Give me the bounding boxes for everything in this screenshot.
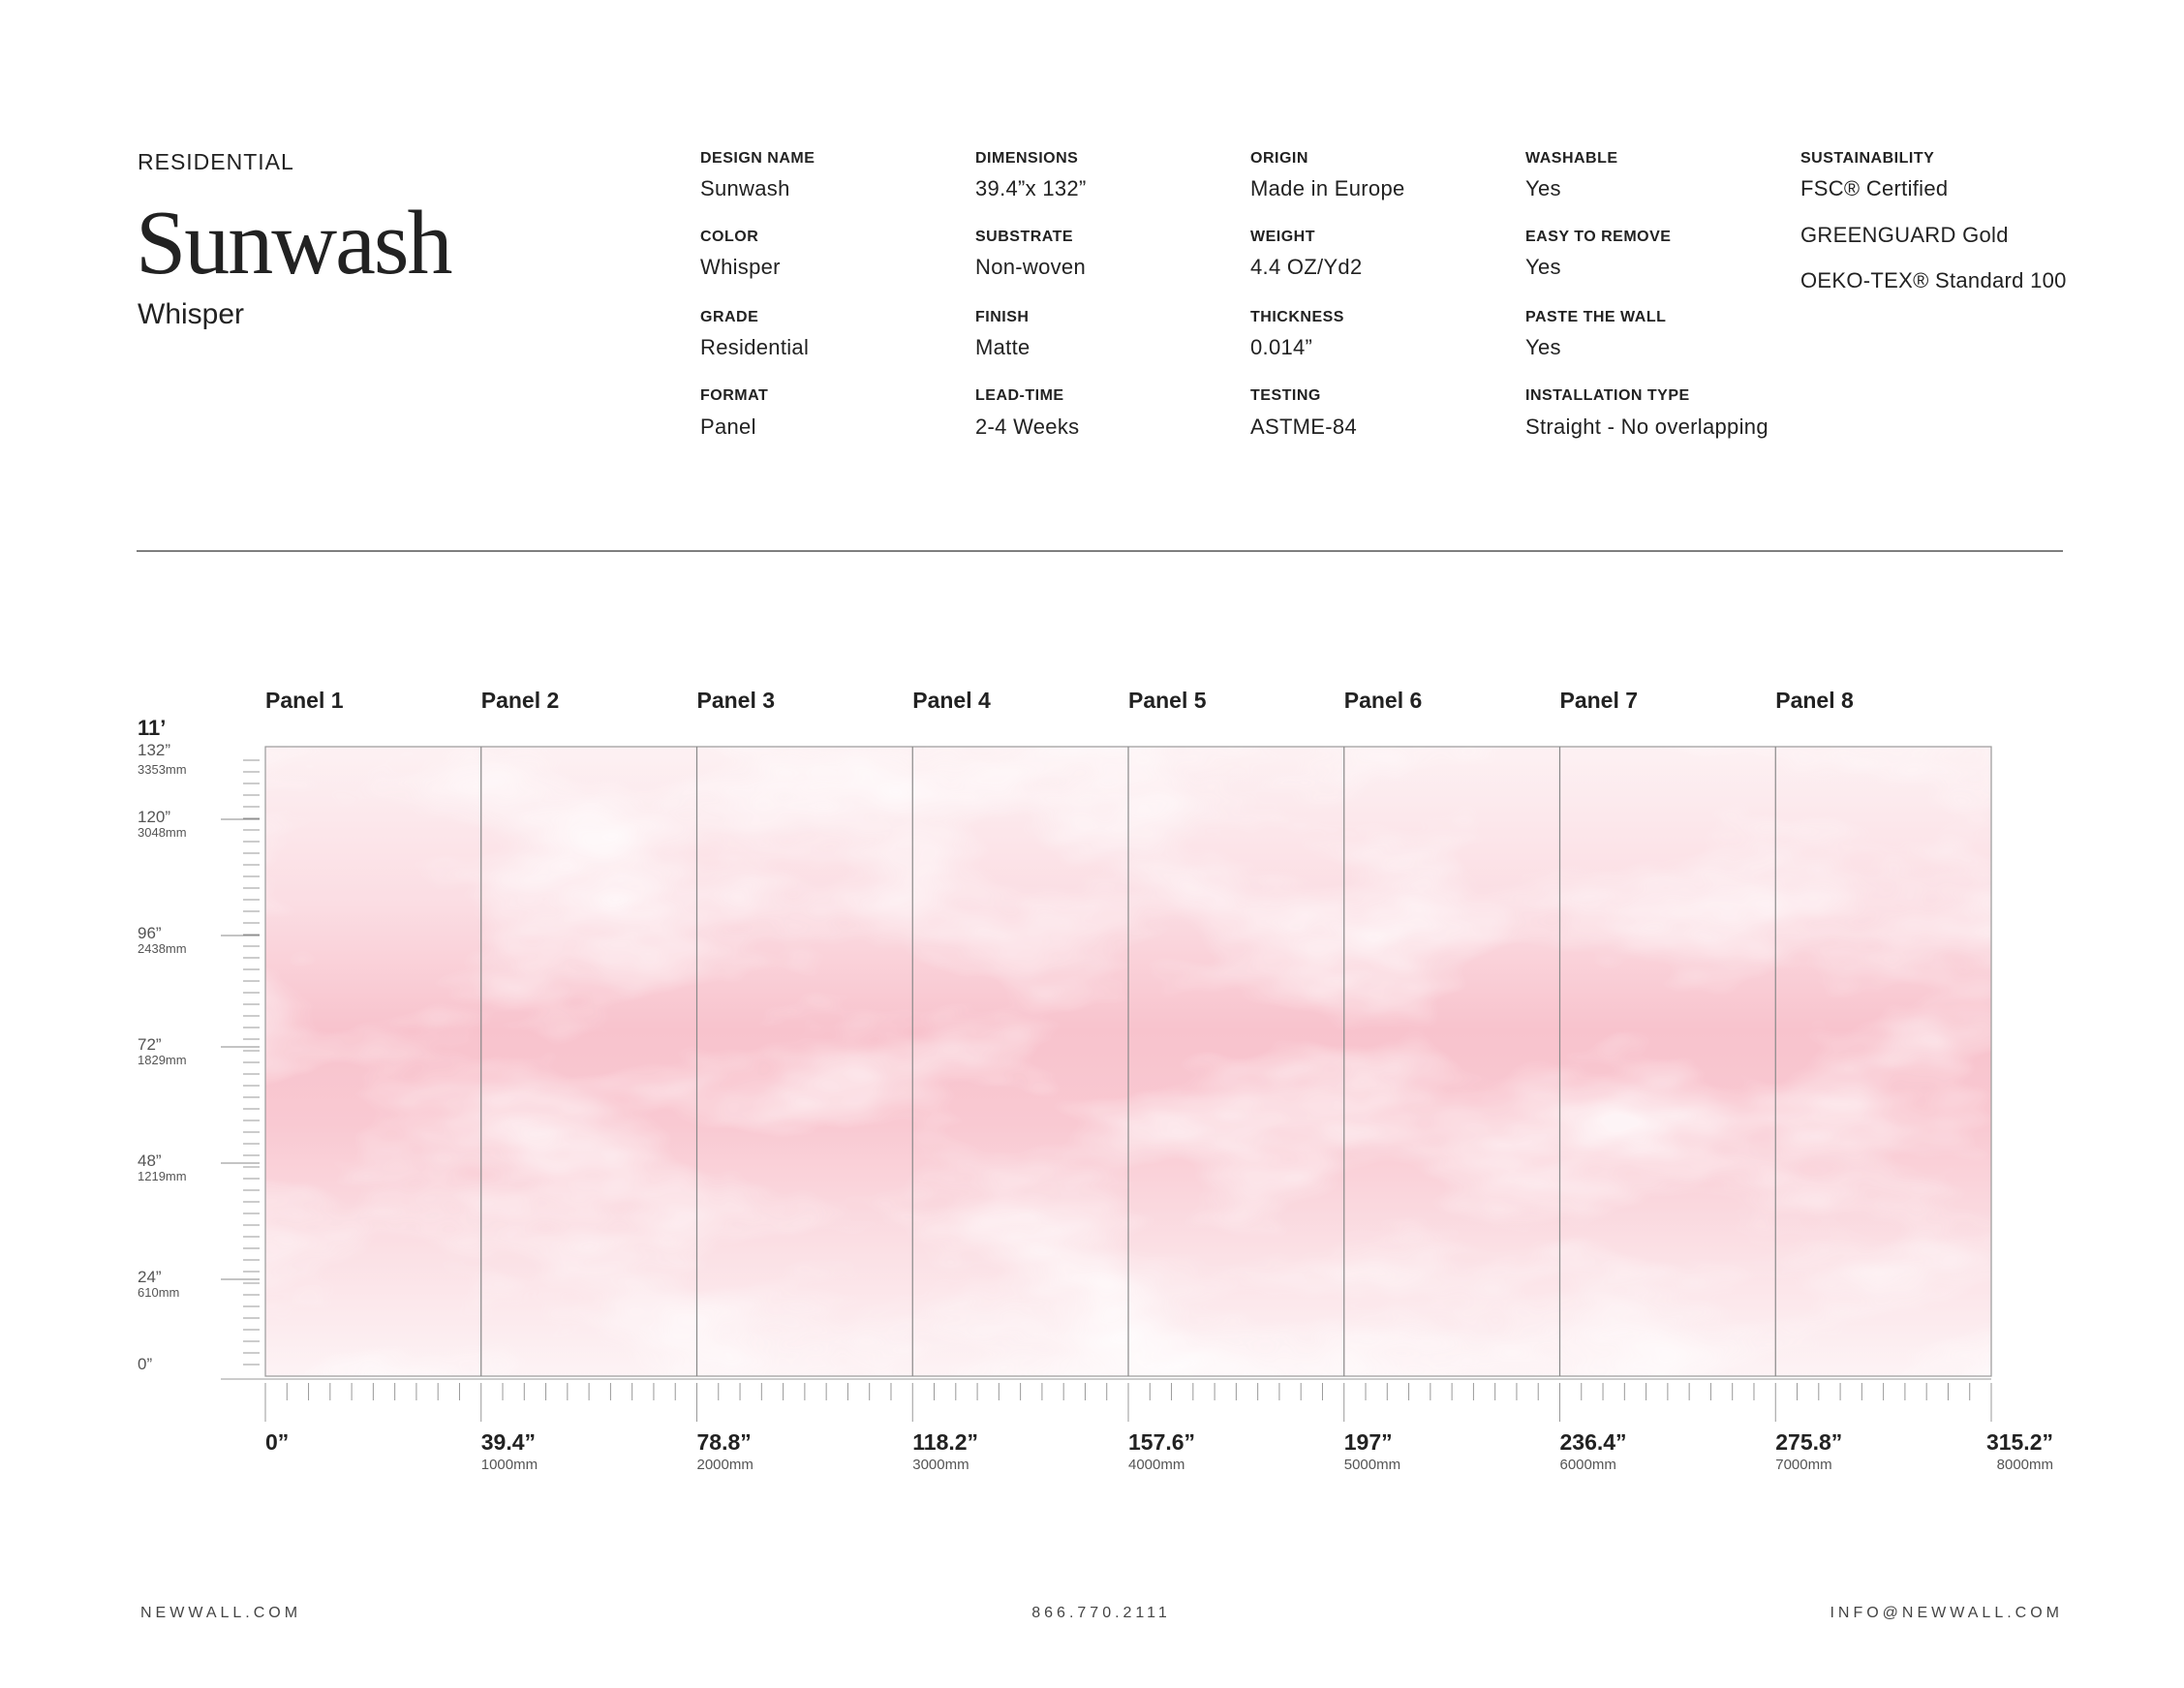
height-inches: 120”: [138, 808, 170, 826]
spec-value: Whisper: [700, 255, 781, 279]
spec-label: DIMENSIONS: [975, 150, 1078, 167]
spec-label: INSTALLATION TYPE: [1525, 387, 1690, 404]
spec-label: PASTE THE WALL: [1525, 309, 1666, 325]
width-mm: 7000mm: [1775, 1457, 1831, 1473]
width-inches: 78.8”: [697, 1429, 752, 1455]
spec-label: FORMAT: [700, 387, 768, 404]
spec-value: Straight - No overlapping: [1525, 414, 1769, 439]
certification: OEKO-TEX® Standard 100: [1800, 268, 2067, 292]
spec-value: Yes: [1525, 255, 1561, 279]
panel-label: Panel 8: [1775, 688, 1854, 713]
spec-label: LEAD-TIME: [975, 387, 1064, 404]
spec-value: Made in Europe: [1250, 176, 1405, 200]
spec-value: ASTME-84: [1250, 414, 1357, 439]
width-inches: 315.2”: [1986, 1429, 2053, 1455]
spec-label: COLOR: [700, 229, 758, 245]
width-mm: 2000mm: [697, 1457, 754, 1473]
spec-label: WEIGHT: [1250, 229, 1315, 245]
height-mm: 3353mm: [138, 762, 187, 777]
height-mm: 610mm: [138, 1285, 179, 1300]
spec-label: EASY TO REMOVE: [1525, 229, 1671, 245]
footer-email: INFO@NEWWALL.COM: [1830, 1605, 2063, 1621]
spec-label: WASHABLE: [1525, 150, 1618, 167]
width-mm: 6000mm: [1560, 1457, 1616, 1473]
height-inches: 48”: [138, 1151, 162, 1170]
height-mm: 3048mm: [138, 825, 187, 840]
panel-label: Panel 4: [912, 688, 991, 713]
certification: GREENGUARD Gold: [1800, 223, 2009, 247]
width-mm: 1000mm: [481, 1457, 538, 1473]
width-mm: 5000mm: [1344, 1457, 1400, 1473]
spec-value: 4.4 OZ/Yd2: [1250, 255, 1363, 279]
spec-value: 0.014”: [1250, 335, 1312, 359]
certification: FSC® Certified: [1800, 176, 1948, 200]
spec-label: ORIGIN: [1250, 150, 1308, 167]
width-inches: 197”: [1344, 1429, 1393, 1455]
spec-value: Non-woven: [975, 255, 1086, 279]
width-inches: 118.2”: [912, 1429, 978, 1455]
category: RESIDENTIAL: [138, 149, 294, 174]
width-inches: 157.6”: [1128, 1429, 1195, 1455]
height-mm: 1219mm: [138, 1169, 187, 1183]
height-mm: 2438mm: [138, 941, 187, 956]
height-inches: 132”: [138, 741, 170, 759]
spec-label: TESTING: [1250, 387, 1321, 404]
width-inches: 39.4”: [481, 1429, 536, 1455]
width-mm: 4000mm: [1128, 1457, 1184, 1473]
spec-value: 39.4”x 132”: [975, 176, 1087, 200]
spec-value: 2-4 Weeks: [975, 414, 1079, 439]
color-name: Whisper: [138, 298, 244, 330]
spec-label: GRADE: [700, 309, 758, 325]
height-inches: 72”: [138, 1035, 162, 1054]
panel-label: Panel 6: [1344, 688, 1423, 713]
width-mm: 3000mm: [912, 1457, 969, 1473]
title: Sunwash: [136, 193, 451, 293]
width-inches: 236.4”: [1560, 1429, 1627, 1455]
footer-website: NEWWALL.COM: [140, 1605, 301, 1621]
panel-label: Panel 7: [1560, 688, 1639, 713]
spec-value: Panel: [700, 414, 756, 439]
panel-label: Panel 1: [265, 688, 344, 713]
spec-label: SUBSTRATE: [975, 229, 1073, 245]
panel-label: Panel 3: [697, 688, 776, 713]
spec-label: THICKNESS: [1250, 309, 1344, 325]
panel-label: Panel 2: [481, 688, 560, 713]
spec-value: Yes: [1525, 176, 1561, 200]
width-inches: 275.8”: [1775, 1429, 1842, 1455]
footer-phone: 866.770.2111: [1031, 1605, 1171, 1621]
spec-label: SUSTAINABILITY: [1800, 150, 1934, 167]
height-inches: 0”: [138, 1355, 152, 1373]
spec-value: Yes: [1525, 335, 1561, 359]
height-top: 11’: [138, 716, 166, 740]
height-mm: 1829mm: [138, 1053, 187, 1067]
spec-label: FINISH: [975, 309, 1029, 325]
height-inches: 96”: [138, 924, 162, 942]
panel-label: Panel 5: [1128, 688, 1207, 713]
spec-value: Sunwash: [700, 176, 790, 200]
width-mm: 8000mm: [1997, 1457, 2053, 1473]
width-inches: 0”: [265, 1429, 289, 1455]
spec-value: Residential: [700, 335, 809, 359]
height-inches: 24”: [138, 1268, 162, 1286]
spec-label: DESIGN NAME: [700, 150, 815, 167]
spec-value: Matte: [975, 335, 1030, 359]
